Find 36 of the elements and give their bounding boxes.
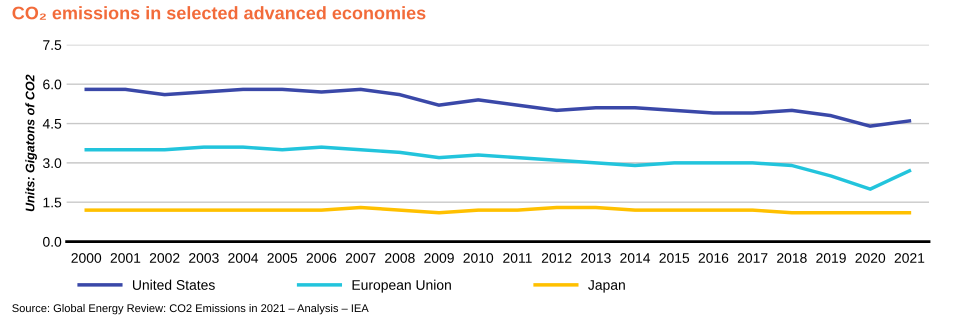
y-tick-label: 1.5 [44,198,62,208]
x-tick-label: 2017 [738,253,768,263]
line-series [84,88,912,128]
x-tick-label: 2007 [346,253,376,263]
y-tick-label: 6.0 [43,79,62,90]
x-tick-label: 2012 [542,253,572,263]
x-tick-label: 2002 [150,253,180,263]
x-tick-label: 2020 [855,253,886,263]
x-tick-label: 2008 [385,253,415,263]
x-tick-label: 2021 [894,253,924,263]
x-tick-label: 2006 [306,253,336,263]
x-tick-label: 2016 [698,253,728,263]
legend-label: European Union [352,280,451,293]
legend-label: United States [132,280,215,290]
x-tick-label: 2013 [581,253,611,263]
y-tick-label: 7.5 [43,40,62,50]
legend-label: Japan [588,280,625,293]
line-series [84,145,912,191]
x-tick-label: 2000 [71,253,102,263]
y-tick-label: 4.5 [42,118,62,129]
y-tick-label: 3.0 [43,158,62,168]
x-tick-label: 2019 [816,253,846,263]
x-tick-label: 2011 [503,253,532,263]
source-note: Source: Global Energy Review: CO2 Emissions in 2021 – Analysis – IEA [12,304,369,314]
x-tick-label: 2004 [228,253,258,263]
x-tick-label: 2009 [424,253,454,263]
x-tick-label: 2003 [189,253,219,263]
x-tick-label: 2014 [620,253,650,263]
y-tick-label: 0.0 [43,236,62,247]
x-tick-label: 2018 [777,253,807,263]
x-tick-label: 2010 [463,253,494,263]
y-axis-title: Units: Gigatons of CO2 [25,74,37,212]
x-tick-label: 2005 [267,253,298,263]
x-tick-label: 2001 [110,253,140,263]
chart-title: CO₂ emissions in selected advanced economies [12,6,426,20]
x-tick-label: 2015 [659,253,690,263]
